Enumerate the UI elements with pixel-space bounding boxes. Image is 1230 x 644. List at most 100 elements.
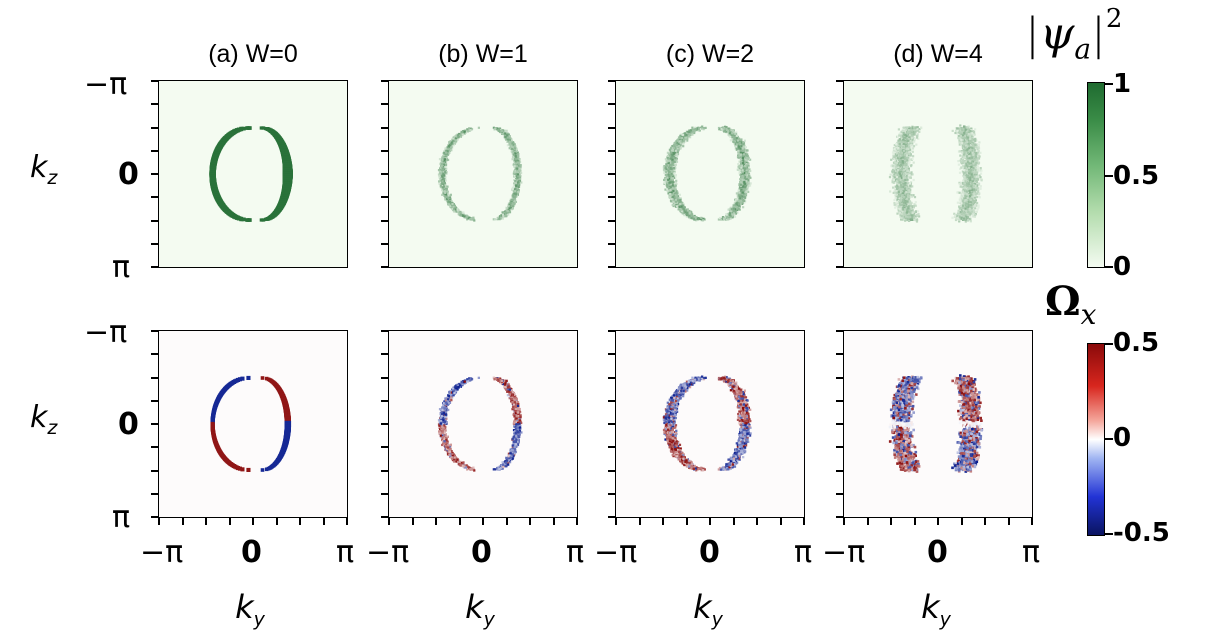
heatmap-cell [679,147,682,150]
heatmap-cell [448,203,451,206]
heatmap-cell [692,129,695,132]
heatmap-cell [900,136,903,139]
heatmap-cell [500,214,503,217]
heatmap-cell [746,174,749,177]
heatmap-cell [738,191,741,194]
heatmap-cell [517,185,520,188]
heatmap-cell [452,141,455,144]
heatmap-cell [684,140,687,143]
heatmap-cell [514,154,517,158]
heatmap-cell [726,214,729,217]
heatmap-cell [441,181,444,184]
heatmap-cell [682,143,685,146]
heatmap-cell [515,184,518,188]
heatmap-cell [677,149,680,152]
heatmap-cell [510,150,513,153]
heatmap-cell [729,217,732,220]
heatmap-cell [500,129,503,132]
heatmap-cell [737,137,741,140]
heatmap-cell [668,191,671,194]
heatmap-cell [963,163,966,167]
heatmap-cell [443,157,446,160]
heatmap-cell [974,207,977,210]
heatmap-cell [438,182,441,185]
heatmap-cell [736,205,739,208]
psi-panel-w0 [158,80,348,268]
heatmap-cell [734,134,737,137]
heatmap-cell [684,210,687,213]
heatmap-cell [458,211,461,214]
heatmap-cell [675,192,678,195]
heatmap-cell [448,204,452,207]
heatmap-cell [472,216,475,219]
heatmap-cell [665,170,668,173]
heatmap-cell [899,214,902,217]
heatmap-cell [513,199,516,203]
heatmap-cell [731,134,734,137]
heatmap-cell [668,148,671,151]
heatmap-cell [449,140,453,143]
heatmap-cell [670,156,673,159]
heatmap-cell [513,202,516,205]
heatmap-cell [735,147,739,150]
heatmap-cell [741,159,745,162]
heatmap-cell [747,179,750,182]
heatmap-cell [737,207,740,210]
heatmap-cell [737,163,740,166]
heatmap-cell [515,156,518,159]
heatmap-cell [672,174,675,177]
heatmap-cell [513,195,516,198]
heatmap-cell [441,175,444,178]
heatmap-cell [450,149,453,152]
heatmap-cell [443,150,446,153]
heatmap-cell [746,175,749,178]
heatmap-cell [682,206,685,209]
heatmap-cell [678,208,681,211]
heatmap-cell [675,201,678,204]
heatmap-cell [445,157,448,160]
heatmap-cell [735,137,738,140]
heatmap-cell [682,207,685,210]
heatmap-cell [670,151,673,154]
heatmap-cell [741,149,744,153]
heatmap-cell [671,158,674,161]
heatmap-cell [508,204,511,207]
heatmap-cell [743,189,746,192]
heatmap-cell [674,157,677,160]
heatmap-cell [733,213,736,216]
heatmap-cell [454,135,457,138]
heatmap-cell [675,157,678,160]
heatmap-cell [454,138,457,141]
heatmap-cell [693,130,696,133]
heatmap-cell [508,143,511,146]
heatmap-cell [689,133,692,136]
heatmap-cell [444,165,447,169]
heatmap-cell [745,170,748,174]
heatmap-cell [672,201,675,204]
heatmap-cell [516,161,519,164]
heatmap-cell [727,127,730,130]
heatmap-cell [445,188,448,191]
heatmap-cell [516,154,519,157]
heatmap-cell [735,148,738,151]
heatmap-cell [695,219,698,222]
heatmap-cell [668,187,671,190]
heatmap-cell [508,147,511,150]
heatmap-cell [694,126,697,129]
heatmap-cell [674,188,677,191]
heatmap-cell [679,203,682,206]
heatmap-cell [676,153,680,156]
heatmap-cell [675,143,678,146]
heatmap-cell [447,148,450,151]
heatmap-cell [503,211,506,214]
heatmap-cell [721,216,725,219]
heatmap-cell [448,200,452,203]
heatmap-cell [669,174,672,177]
heatmap-cell [453,141,456,144]
heatmap-cell [671,176,674,179]
heatmap-cell [444,184,447,188]
heatmap-cell [675,155,678,158]
heatmap-cell [723,130,726,133]
heatmap-cell [736,140,739,143]
heatmap-cell [676,195,680,198]
